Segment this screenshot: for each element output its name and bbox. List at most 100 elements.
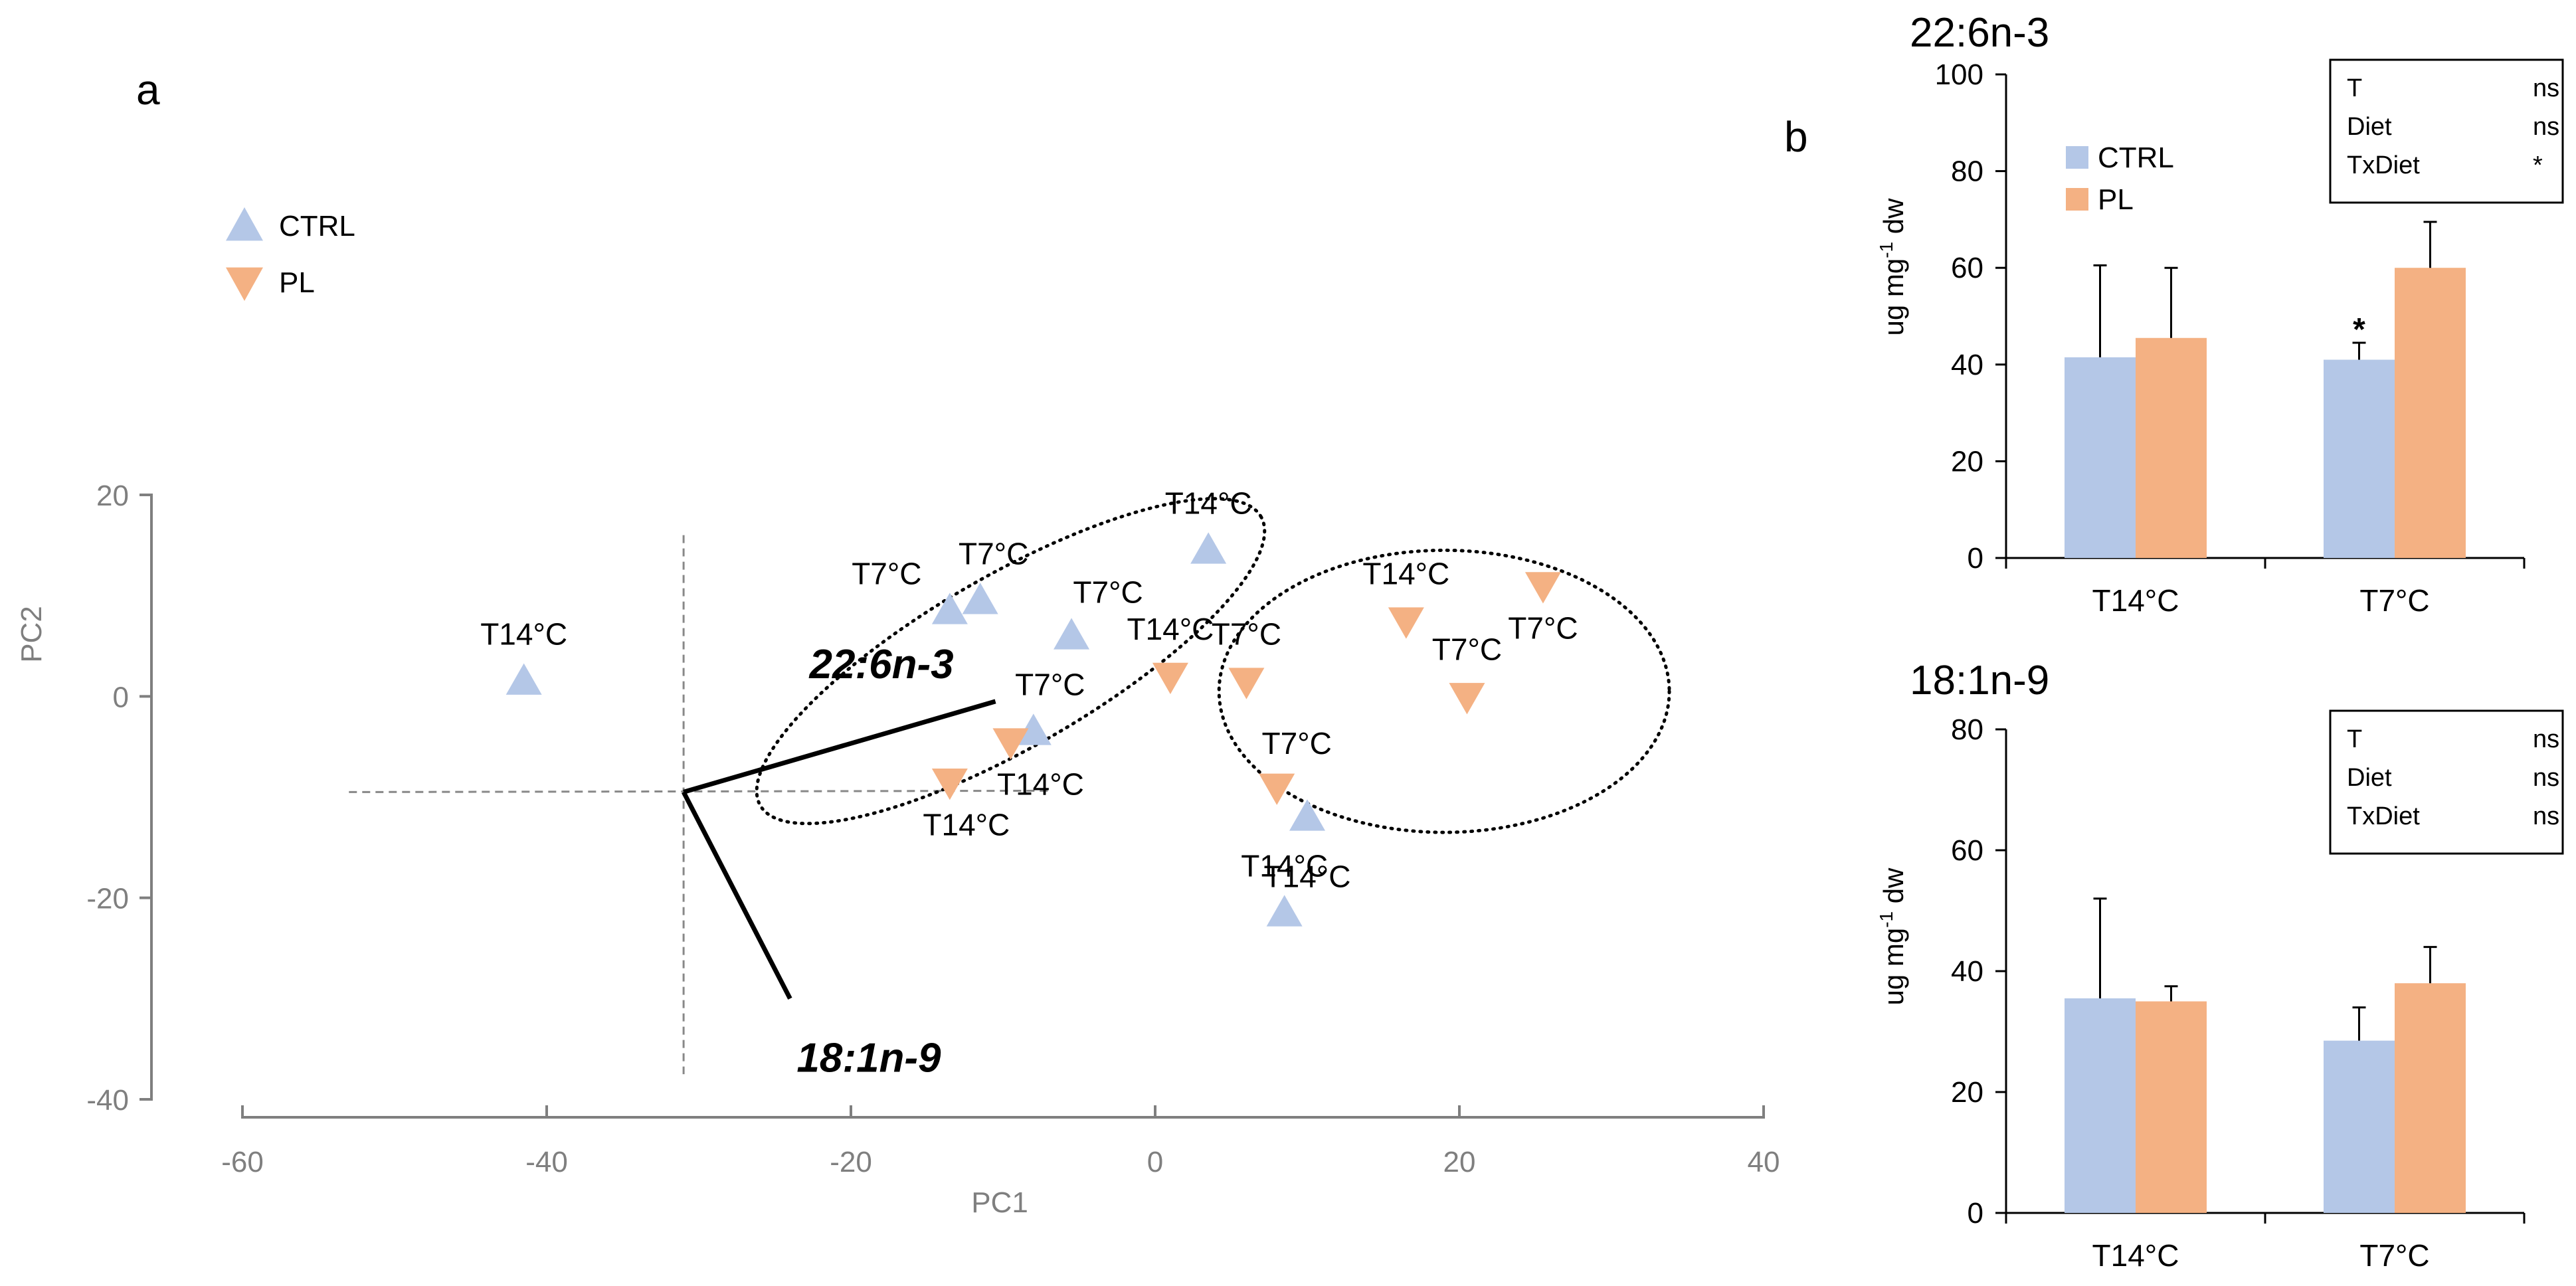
ctrl-point [1054,618,1090,650]
group-ellipses [755,497,1671,834]
y-tick-label: 0 [113,681,129,713]
legend-label: PL [2098,183,2134,216]
loading-vectors: 22:6n-3 18:1n-9 [681,642,996,1081]
stats-factor: T [2347,74,2362,102]
pl-point [931,769,968,800]
pca-axes: -60 -40 -20 0 20 40 20 0 -20 -40 [86,480,1780,1178]
y-axis-title: ug mg-1 dw [1876,198,1909,336]
pl-point [1228,668,1265,699]
loading-vector [683,699,996,794]
legend-marker [226,207,263,241]
pl-point [1259,773,1295,805]
group-ellipse [1217,548,1671,834]
ctrl-point [1190,532,1227,564]
point-label: T7°C [1432,632,1502,666]
ctrl-point [506,663,542,695]
x-tick-label: -40 [525,1146,568,1178]
stats-result: ns [2533,74,2559,102]
y-tick-label: 40 [1951,955,1983,988]
ctrl-point [1289,799,1325,831]
point-label: T7°C [1262,726,1332,761]
ctrl-point [1266,895,1303,927]
y-tick-label: 20 [1951,445,1983,478]
x-tick-label: T7°C [2359,1238,2429,1273]
y-tick-label: 80 [1951,155,1983,188]
y-tick-label: 60 [1951,252,1983,284]
stats-result: ns [2533,725,2559,753]
legend-swatch [2066,188,2088,211]
pl-point [992,728,1029,760]
loading-vector [681,790,792,1000]
y-tick-label: -20 [86,883,129,915]
bar-ctrl [2065,357,2136,558]
y-tick-label: 20 [96,480,129,512]
legend-label: PL [279,266,315,299]
stats-table-box [2329,58,2564,204]
x-tick-label: -60 [221,1146,264,1178]
y-tick-label: -40 [86,1084,129,1117]
stats-result: * [2533,151,2543,179]
stats-factor: TxDiet [2347,151,2420,179]
point-label: T14°C [1241,848,1328,883]
ctrl-point [962,583,998,614]
pca-origin-crosshair [349,535,1049,1075]
legend-marker [226,267,263,301]
bar-chart-22-6n-3: 22:6n-3 0 20 40 60 80 100 T14°C T7°C * ug mg-1 d… [1876,10,2564,618]
loading-label: 18:1n-9 [796,1035,941,1081]
y-axis-title: PC2 [15,606,48,663]
legend: CTRL PL [2066,141,2174,216]
point-label: T14°C [480,617,567,652]
pl-point [1388,607,1424,639]
x-tick-label: T7°C [2359,583,2429,618]
x-tick-label: -20 [830,1146,872,1178]
bar-ctrl [2324,359,2395,558]
dashed-horizontal-guide [349,789,1049,793]
stats-factor: T [2347,725,2362,753]
point-label: T14°C [1264,859,1351,893]
significance-marker: * [2353,312,2365,347]
stats-factor: TxDiet [2347,802,2420,830]
group-ellipse [755,497,1267,826]
stats-result: ns [2533,113,2559,141]
bar-ctrl [2065,998,2136,1213]
legend-label: CTRL [279,210,355,242]
stats-factor: Diet [2347,113,2392,141]
x-tick-label: T14°C [2092,1238,2179,1273]
pl-point [1524,572,1561,604]
stats-result: ns [2533,802,2559,830]
y-tick-label: 0 [1968,1197,1983,1230]
point-label: T7°C [1073,575,1143,609]
pl-point [1449,683,1485,715]
ctrl-point [1015,713,1052,745]
point-label: T7°C [1015,667,1085,701]
stats-table-box [2329,709,2564,855]
bar-chart-title: 18:1n-9 [1910,658,2049,703]
point-label: T7°C [1508,611,1578,646]
y-tick-label: 20 [1951,1076,1983,1109]
x-tick-label: 0 [1147,1146,1163,1178]
y-axis-title: ug mg-1 dw [1876,868,1909,1006]
point-label: T7°C [959,536,1028,571]
point-label: T7°C [1212,617,1281,652]
y-tick-label: 80 [1951,713,1983,746]
stats-factor: Diet [2347,764,2392,792]
x-axis-title: PC1 [971,1186,1028,1219]
pca-points: T14°CT7°CT7°CT7°CT14°CT7°CT14°CT14°CT14°… [480,486,1578,927]
point-label: T14°C [1127,612,1214,646]
point-label: T7°C [852,556,921,591]
point-label: T14°C [1362,557,1449,591]
loading-label: 22:6n-3 [809,642,954,688]
y-tick-label: 0 [1968,542,1983,575]
y-tick-label: 60 [1951,834,1983,867]
stats-result: ns [2533,764,2559,792]
y-tick-label: 100 [1935,58,1983,91]
point-label: T14°C [923,807,1010,842]
panel-label-a: a [136,66,160,114]
bar-pl [2136,337,2207,558]
bar-ctrl [2324,1040,2395,1213]
x-tick-label: T14°C [2092,583,2179,618]
legend-label: CTRL [2098,141,2174,174]
x-tick-label: 20 [1443,1146,1476,1178]
